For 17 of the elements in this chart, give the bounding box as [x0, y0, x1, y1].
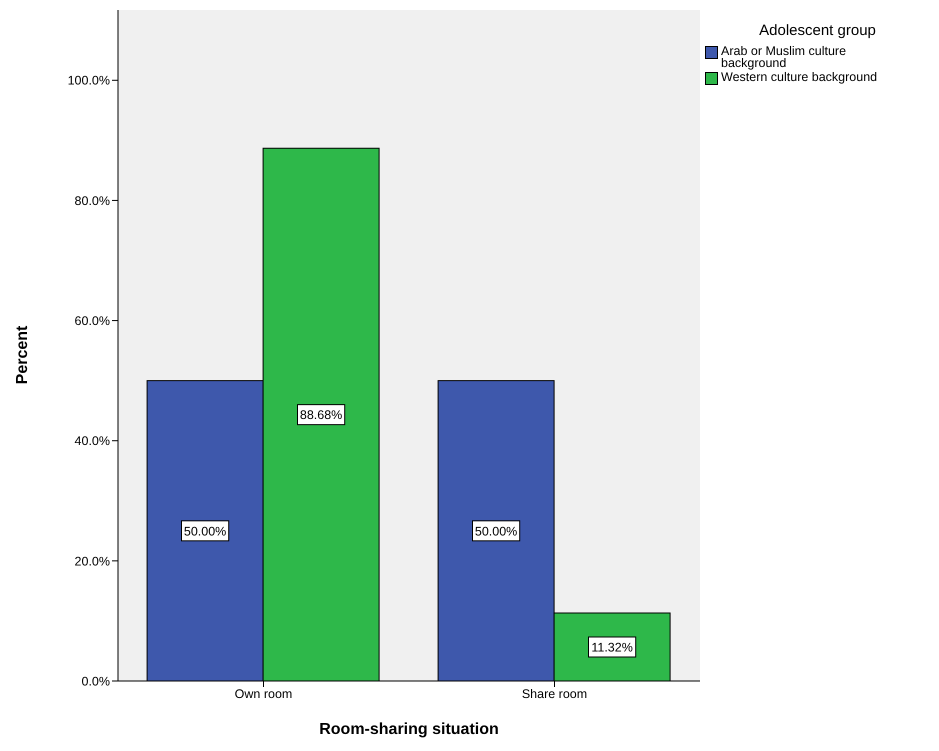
legend-label: Arab or Muslim culture background: [721, 44, 848, 70]
legend-label: Western culture background: [721, 70, 878, 84]
y-tick-label: 60.0%: [74, 314, 110, 328]
data-label: 50.00%: [184, 524, 226, 538]
y-axis-title: Percent: [14, 325, 32, 384]
y-tick-label: 80.0%: [74, 194, 110, 208]
x-tick-label: Share room: [522, 686, 588, 701]
data-label: 88.68%: [300, 408, 342, 422]
data-label: 11.32%: [591, 640, 633, 654]
x-axis-title: Room-sharing situation: [318, 721, 500, 739]
x-tick-label: Own room: [234, 686, 292, 701]
y-tick-label: 100.0%: [68, 74, 110, 88]
data-label: 50.00%: [474, 524, 518, 538]
y-tick-label: 40.0%: [74, 434, 110, 448]
y-tick-label: 0.0%: [82, 674, 110, 688]
y-tick-label: 20.0%: [74, 554, 110, 568]
legend-title: Adolescent group: [758, 22, 877, 39]
